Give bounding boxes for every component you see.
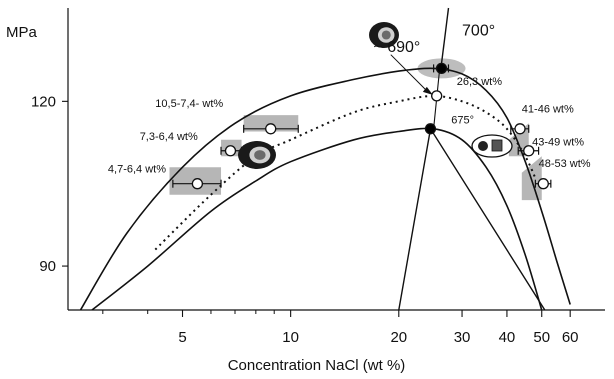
arrow-head bbox=[422, 86, 433, 95]
curve-isotherm-700 bbox=[440, 7, 450, 69]
x-axis-label: Concentration NaCl (wt %) bbox=[228, 357, 406, 374]
labels: 700° ~ 690° 675° 26,3 wt% 10,5-7,4- wt% 7,3-6… bbox=[108, 22, 591, 175]
x-tick-label: 10 bbox=[282, 329, 299, 346]
x-tick-label: 40 bbox=[499, 329, 516, 346]
annotation-label: 10,5-7,4- wt% bbox=[155, 98, 223, 110]
data-point bbox=[224, 145, 237, 157]
halite-cube bbox=[491, 139, 503, 152]
axes: 5 10 20 30 40 50 60 90 120 MPa Concentration NaCl … bbox=[6, 8, 605, 374]
annotation-label: ~ 690° bbox=[373, 39, 420, 56]
data-point bbox=[523, 145, 535, 157]
data-point bbox=[265, 123, 277, 135]
data-point bbox=[537, 178, 549, 190]
annotation-label: 4,7-6,4 wt% bbox=[108, 164, 166, 176]
data-point bbox=[514, 123, 526, 135]
data-point bbox=[435, 62, 448, 75]
y-tick-label: 90 bbox=[39, 258, 56, 275]
x-tick-label: 20 bbox=[390, 329, 407, 346]
arrow-line bbox=[390, 54, 430, 94]
y-tick-label: 120 bbox=[31, 93, 56, 110]
annotation-label: 48-53 wt% bbox=[539, 158, 591, 170]
annotation-label: 700° bbox=[462, 22, 495, 39]
x-tick-label: 30 bbox=[454, 329, 471, 346]
inclusion-icon-top bbox=[369, 22, 399, 48]
x-tick-label: 5 bbox=[178, 329, 186, 346]
curve-solid-outer bbox=[79, 67, 571, 311]
inclusion-core bbox=[381, 30, 391, 40]
annotation-label: 41-46 wt% bbox=[522, 103, 574, 115]
annotation-label: 43-49 wt% bbox=[532, 136, 584, 148]
curves bbox=[79, 7, 571, 311]
x-tick-label: 50 bbox=[533, 329, 550, 346]
inclusion-core bbox=[254, 150, 266, 160]
data-point bbox=[191, 178, 204, 190]
annotation-label: 7,3-6,4 wt% bbox=[140, 131, 198, 143]
inclusion-bubble bbox=[478, 141, 488, 151]
data-point bbox=[424, 123, 437, 135]
data-point bbox=[431, 90, 443, 102]
y-axis-label: MPa bbox=[6, 24, 38, 41]
curve-solid-inner bbox=[91, 127, 543, 311]
annotation-label: 675° bbox=[451, 114, 474, 126]
annotation-label: 26,3 wt% bbox=[457, 76, 502, 88]
inclusion-icon-middle bbox=[238, 141, 276, 169]
x-tick-label: 60 bbox=[562, 329, 579, 346]
inclusion-icon-right bbox=[471, 134, 513, 158]
markers bbox=[172, 22, 552, 190]
